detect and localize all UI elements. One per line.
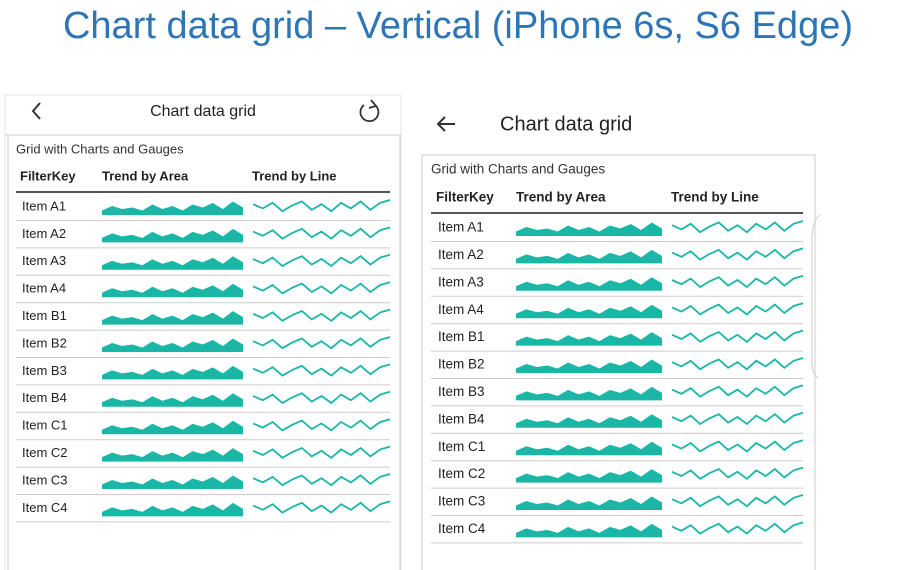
row-label[interactable]: Item C2 — [22, 445, 68, 460]
line-sparkline — [252, 199, 391, 213]
area-sparkline — [102, 420, 243, 435]
row-label[interactable]: Item B4 — [22, 390, 67, 405]
area-sparkline — [516, 332, 662, 346]
row-label[interactable]: Item B3 — [22, 363, 67, 378]
area-sparkline — [102, 338, 243, 352]
row-label[interactable]: Item C1 — [22, 418, 68, 433]
screen-title: Chart data grid — [500, 113, 632, 135]
refresh-icon — [359, 104, 380, 123]
area-sparkline — [516, 523, 662, 538]
row-label[interactable]: Item B1 — [22, 308, 67, 323]
line-sparkline — [252, 336, 391, 350]
line-sparkline — [252, 363, 391, 377]
row-label[interactable]: Item B2 — [22, 335, 67, 350]
refresh-button[interactable] — [359, 99, 380, 123]
column-header: Trend by Line — [252, 168, 337, 183]
line-sparkline — [252, 418, 391, 432]
row-label[interactable]: Item A4 — [438, 302, 484, 317]
screen-title: Chart data grid — [150, 103, 256, 120]
area-sparkline — [102, 311, 243, 325]
line-sparkline — [671, 274, 804, 289]
phone-frame — [4, 94, 402, 570]
row-label[interactable]: Item C3 — [438, 494, 485, 509]
line-sparkline — [671, 302, 804, 316]
area-sparkline — [516, 441, 662, 456]
area-sparkline — [516, 359, 662, 373]
line-sparkline — [671, 466, 804, 480]
line-sparkline — [252, 473, 391, 487]
row-label[interactable]: Item B2 — [438, 357, 485, 372]
area-sparkline — [516, 304, 662, 319]
back-button[interactable] — [436, 116, 455, 132]
area-sparkline — [102, 448, 243, 462]
line-sparkline — [671, 494, 804, 508]
area-sparkline — [102, 228, 243, 243]
row-label[interactable]: Item A2 — [438, 247, 484, 262]
area-sparkline — [516, 414, 662, 428]
row-label[interactable]: Item C1 — [438, 439, 485, 454]
row-label[interactable]: Item A3 — [22, 253, 66, 268]
line-sparkline — [671, 439, 804, 453]
area-sparkline — [102, 393, 243, 407]
line-sparkline — [671, 384, 804, 398]
card — [421, 154, 816, 570]
row-label[interactable]: Item B3 — [438, 384, 485, 399]
line-sparkline — [252, 308, 391, 322]
area-sparkline — [516, 386, 662, 401]
refresh-arrow — [368, 99, 378, 109]
row-label[interactable]: Item A1 — [22, 198, 66, 213]
line-sparkline — [252, 281, 391, 295]
line-sparkline — [252, 445, 391, 459]
row-label[interactable]: Item C2 — [438, 466, 485, 481]
device-edge — [811, 214, 821, 379]
area-sparkline — [102, 283, 243, 298]
row-label[interactable]: Item A2 — [22, 226, 66, 241]
line-sparkline — [671, 521, 804, 535]
area-sparkline — [102, 475, 243, 489]
area-sparkline — [516, 277, 662, 291]
slide-title: Chart data grid – Vertical (iPhone 6s, S… — [63, 5, 853, 47]
area-sparkline — [516, 249, 662, 264]
line-sparkline — [671, 329, 804, 343]
area-sparkline — [102, 365, 243, 380]
line-sparkline — [252, 253, 391, 268]
area-sparkline — [102, 201, 243, 215]
column-header: Trend by Line — [671, 190, 759, 205]
row-label[interactable]: Item B4 — [438, 411, 485, 426]
line-sparkline — [671, 411, 804, 426]
line-sparkline — [671, 247, 804, 261]
row-label[interactable]: Item B1 — [438, 329, 485, 344]
column-header: Trend by Area — [102, 168, 189, 183]
row-label[interactable]: Item A1 — [438, 220, 484, 235]
column-header: FilterKey — [20, 168, 76, 183]
column-header: FilterKey — [436, 190, 494, 205]
line-sparkline — [252, 500, 391, 514]
area-sparkline — [516, 222, 662, 236]
line-sparkline — [671, 220, 804, 234]
row-label[interactable]: Item C3 — [22, 472, 68, 487]
line-sparkline — [252, 226, 391, 240]
area-sparkline — [516, 469, 662, 483]
row-label[interactable]: Item C4 — [438, 521, 486, 536]
row-label[interactable]: Item A3 — [438, 274, 484, 289]
line-sparkline — [671, 357, 804, 371]
grid-caption: Grid with Charts and Gauges — [16, 141, 184, 156]
column-header: Trend by Area — [516, 190, 606, 205]
grid-caption: Grid with Charts and Gauges — [431, 162, 605, 177]
area-sparkline — [102, 502, 243, 517]
area-sparkline — [516, 496, 662, 510]
back-button[interactable] — [31, 102, 41, 120]
line-sparkline — [252, 390, 391, 405]
area-sparkline — [102, 256, 243, 270]
row-label[interactable]: Item A4 — [22, 281, 66, 296]
row-label[interactable]: Item C4 — [22, 500, 68, 515]
